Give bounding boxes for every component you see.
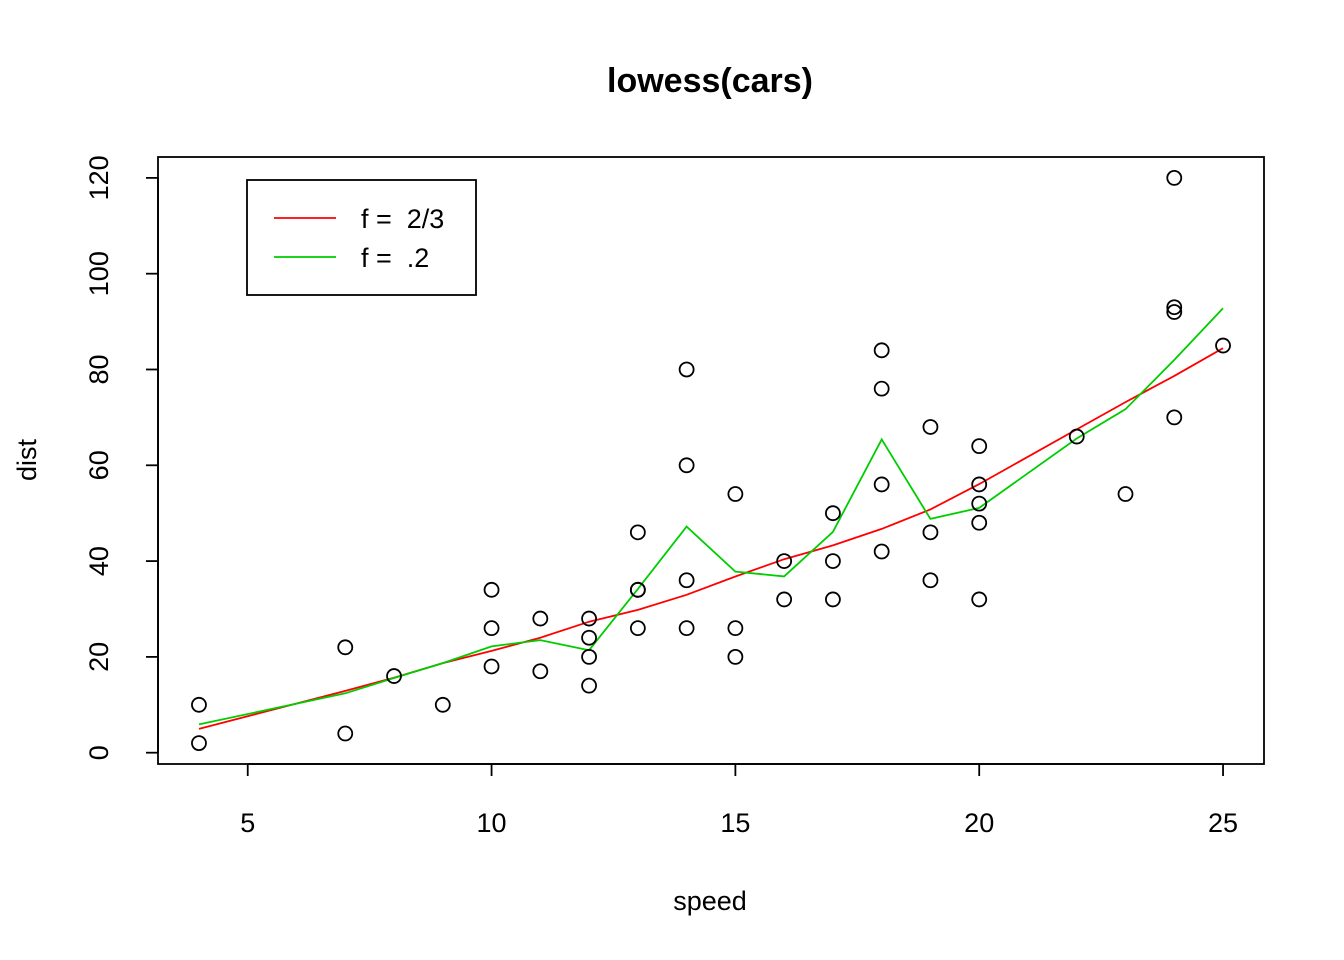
data-point <box>434 696 451 713</box>
data-point <box>629 620 646 637</box>
data-point <box>971 514 988 531</box>
data-point <box>825 505 841 522</box>
data-point <box>971 438 988 455</box>
legend: f = 2/3 f = .2 <box>246 179 477 296</box>
legend-box <box>246 179 477 296</box>
x-tick-label: 25 <box>1208 808 1238 838</box>
scatter-points <box>191 169 1231 752</box>
data-point <box>581 610 597 627</box>
data-point <box>678 620 695 637</box>
data-point <box>483 620 500 637</box>
data-point <box>1215 337 1231 354</box>
data-point <box>532 610 549 627</box>
lowess-line-f-point-two <box>198 307 1224 726</box>
data-point <box>337 725 354 742</box>
x-axis: 5 10 15 20 25 <box>240 763 1238 838</box>
data-point <box>1117 486 1134 502</box>
x-tick-label: 10 <box>477 808 507 838</box>
y-tick-label: 0 <box>84 745 114 760</box>
chart-title: lowess(cars) <box>607 62 813 100</box>
data-point <box>581 629 597 646</box>
data-point <box>727 648 744 665</box>
data-point <box>776 553 793 569</box>
x-tick-label: 15 <box>720 808 750 838</box>
x-axis-label: speed <box>673 886 747 916</box>
data-point <box>581 648 597 665</box>
data-point <box>873 476 890 493</box>
data-point <box>825 591 841 608</box>
data-point <box>1166 304 1183 320</box>
data-point <box>971 495 988 512</box>
legend-label-f-two-thirds: f = 2/3 <box>361 204 444 234</box>
data-point <box>483 581 500 598</box>
data-point <box>873 380 890 397</box>
data-point <box>873 342 890 359</box>
data-point <box>1068 428 1085 445</box>
y-axis: 0 20 40 60 80 100 120 <box>84 155 159 760</box>
data-point <box>1166 169 1183 186</box>
x-tick-label: 5 <box>240 808 255 838</box>
data-point <box>727 620 744 637</box>
x-tick-label: 20 <box>964 808 994 838</box>
data-point <box>532 663 549 680</box>
data-point <box>922 524 939 541</box>
data-point <box>922 572 939 589</box>
data-point <box>581 677 597 694</box>
y-axis-label: dist <box>12 439 42 482</box>
data-point <box>386 668 402 684</box>
data-point <box>922 419 939 435</box>
data-point <box>776 591 793 608</box>
legend-label-f-point-two: f = .2 <box>361 243 429 273</box>
data-point <box>678 361 695 378</box>
y-tick-label: 100 <box>84 251 114 296</box>
y-tick-label: 80 <box>84 354 114 384</box>
y-tick-label: 60 <box>84 450 114 480</box>
data-point <box>971 591 988 608</box>
data-point <box>873 543 890 560</box>
data-point <box>1166 299 1183 316</box>
data-point <box>629 524 646 541</box>
y-tick-label: 20 <box>84 642 114 672</box>
data-point <box>678 457 695 474</box>
series-lines <box>198 307 1224 730</box>
data-point <box>337 639 354 656</box>
data-point <box>483 658 500 675</box>
data-point <box>727 486 744 502</box>
y-tick-label: 40 <box>84 546 114 576</box>
data-point <box>825 553 841 569</box>
data-point <box>678 572 695 589</box>
data-point <box>629 581 646 598</box>
data-point <box>971 476 988 493</box>
y-tick-label: 120 <box>84 155 114 200</box>
data-point <box>191 735 207 752</box>
data-point <box>1166 409 1183 426</box>
lowess-line-f-two-thirds <box>198 347 1224 730</box>
data-point <box>191 696 207 713</box>
